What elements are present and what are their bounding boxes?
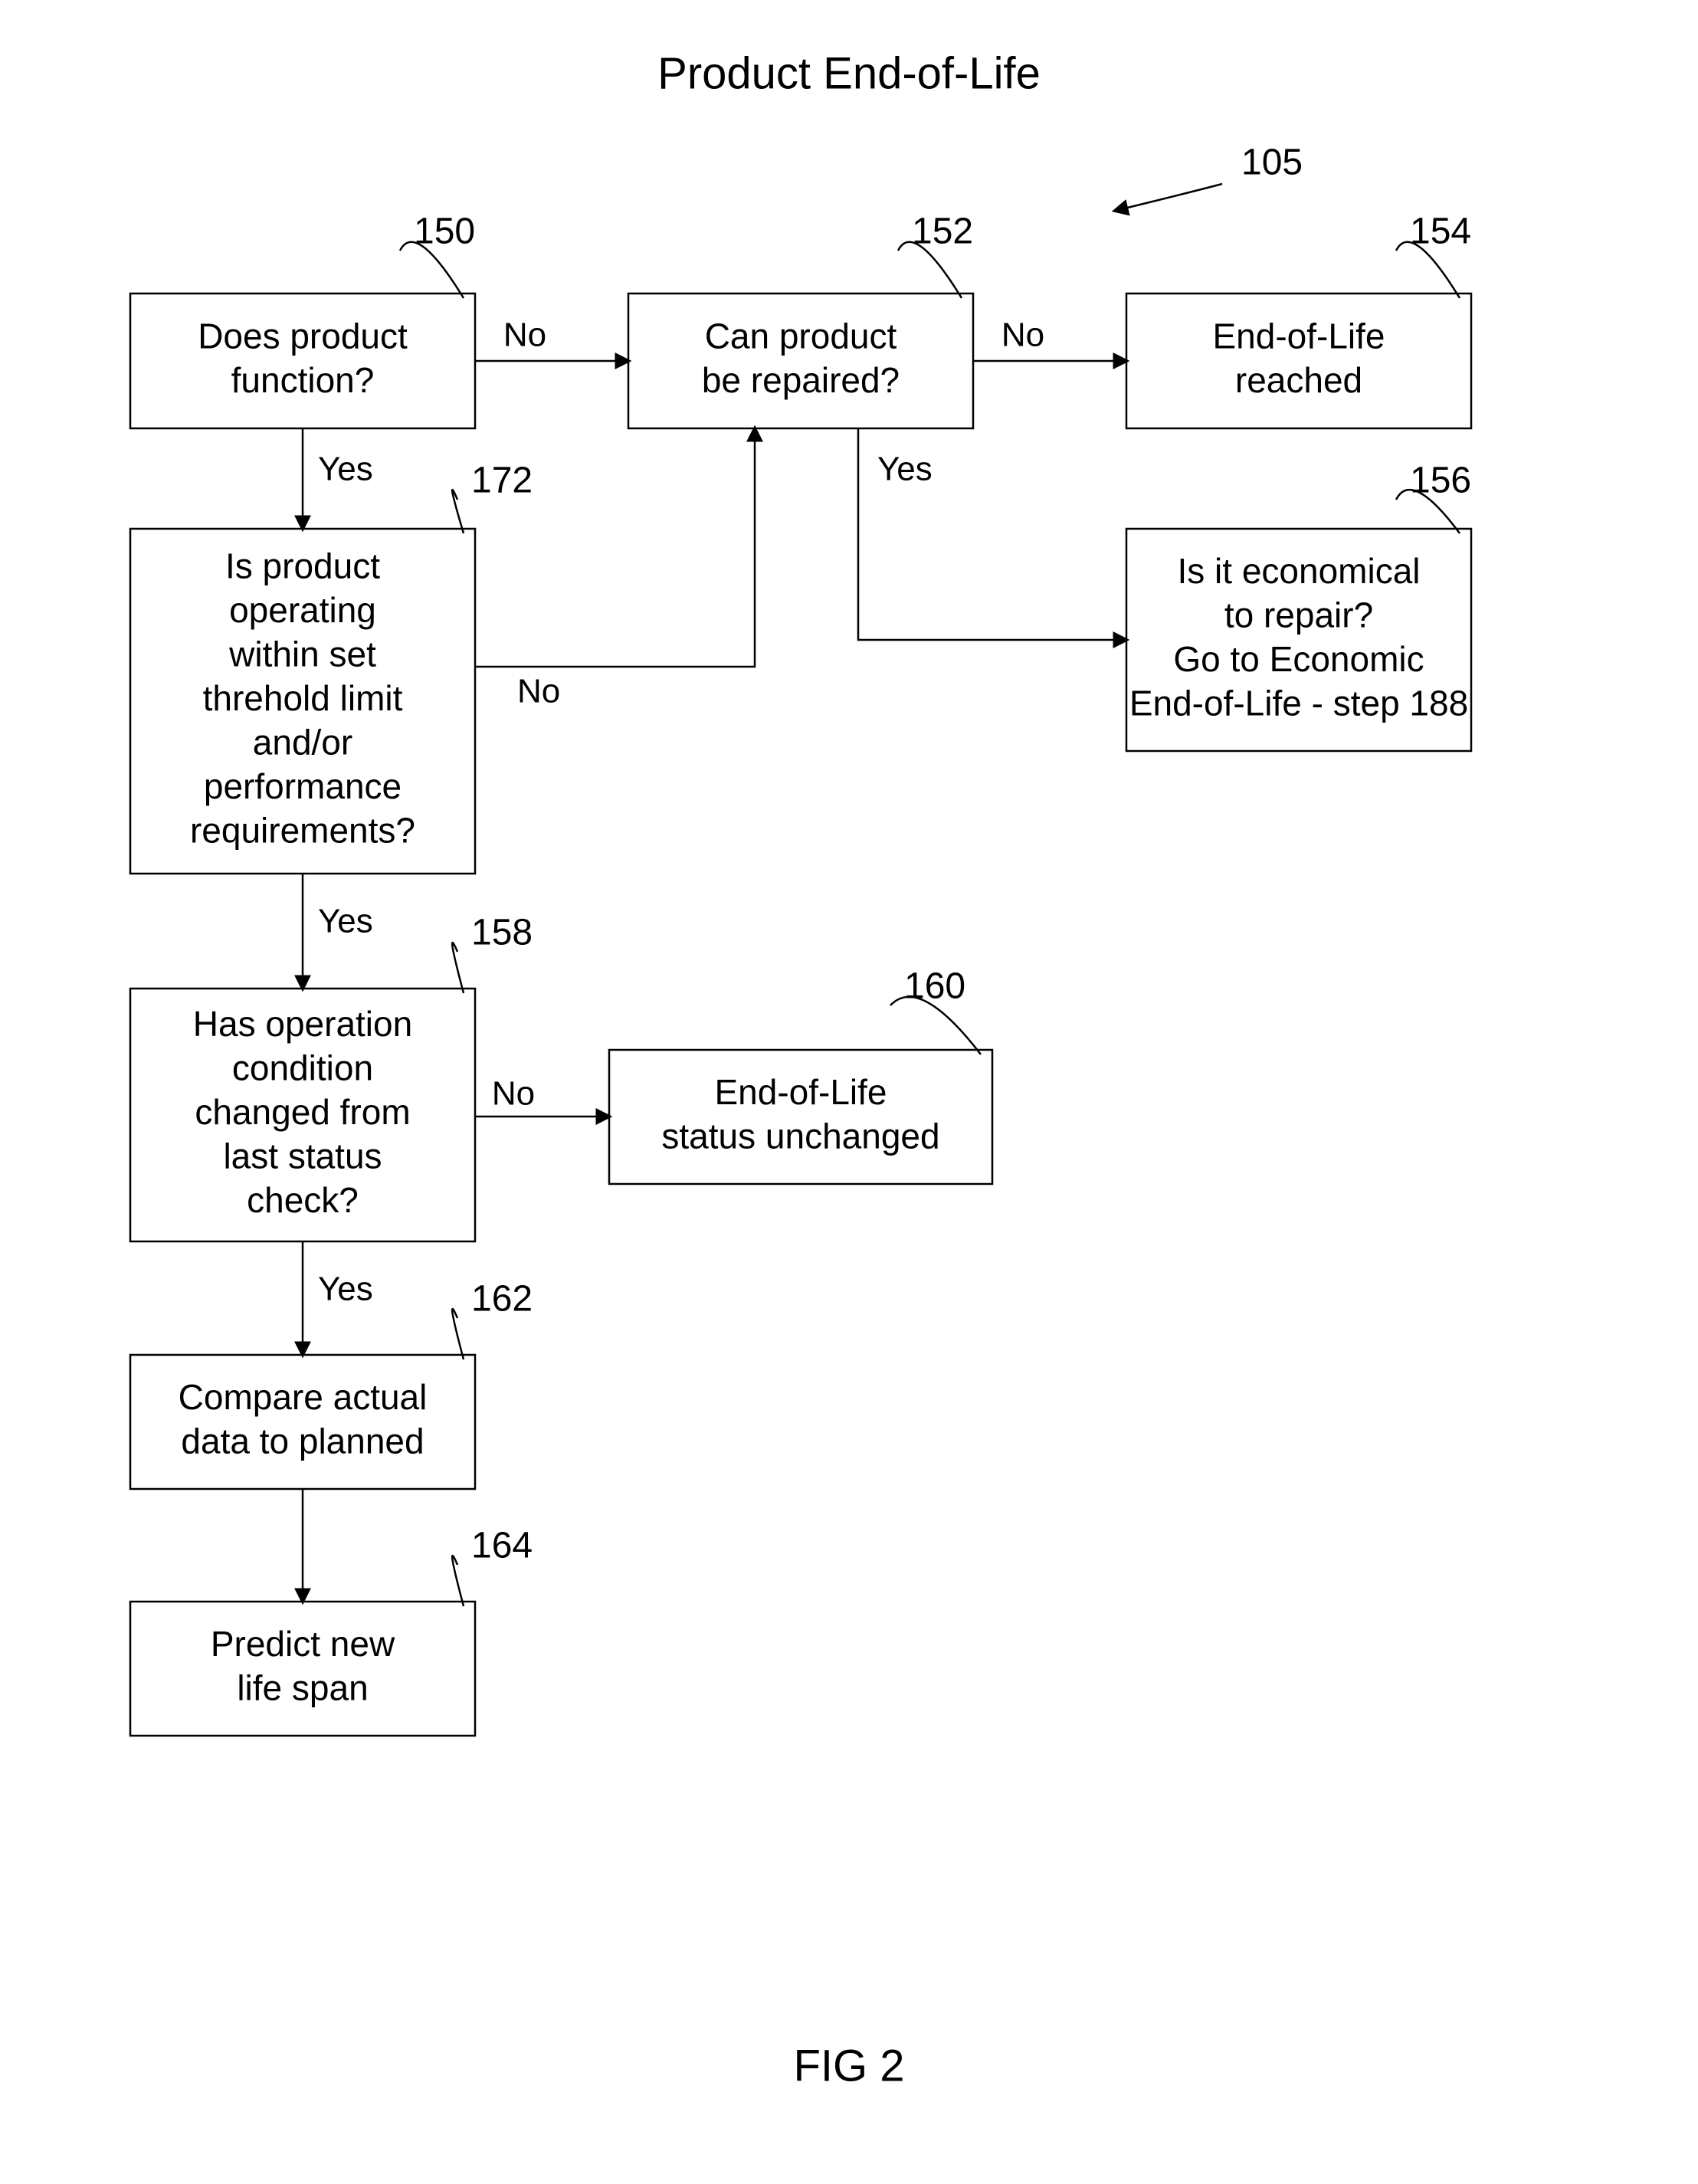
flow-node-text: status unchanged bbox=[661, 1116, 939, 1156]
flow-node-text: Compare actual bbox=[179, 1377, 428, 1417]
figure-label: FIG 2 bbox=[793, 2041, 904, 2091]
flow-node-text: operating bbox=[229, 590, 376, 630]
edge-label: Yes bbox=[318, 903, 373, 940]
flow-node-text: Is product bbox=[225, 546, 380, 586]
flow-node-text: Can product bbox=[705, 316, 897, 356]
callout-label-162: 162 bbox=[471, 1279, 533, 1320]
edge-label: Yes bbox=[877, 451, 933, 488]
edge-label: Yes bbox=[318, 451, 373, 488]
callout-label-154: 154 bbox=[1410, 212, 1471, 252]
edge-label: No bbox=[492, 1075, 535, 1113]
callout-arc-162 bbox=[452, 1309, 464, 1359]
callout-label-150: 150 bbox=[414, 212, 475, 252]
flow-node-text: End-of-Life - step 188 bbox=[1129, 683, 1468, 723]
flow-node-text: Is it economical bbox=[1177, 551, 1420, 591]
flow-node-text: End-of-Life bbox=[714, 1072, 887, 1112]
flow-node-text: life span bbox=[237, 1668, 368, 1707]
callout-label-105: 105 bbox=[1241, 143, 1303, 183]
callout-label-172: 172 bbox=[471, 461, 533, 501]
flow-node-text: Does product bbox=[198, 316, 408, 356]
callout-arc-164 bbox=[452, 1556, 464, 1606]
flow-node-text: function? bbox=[231, 360, 375, 400]
flow-node-text: be repaired? bbox=[702, 360, 900, 400]
edge-label: No bbox=[517, 673, 560, 710]
flow-node-text: Go to Economic bbox=[1173, 639, 1424, 679]
flow-node-text: reached bbox=[1235, 360, 1362, 400]
edge-label: No bbox=[503, 316, 546, 354]
flow-node-text: last status bbox=[223, 1136, 382, 1176]
flow-node-text: End-of-Life bbox=[1212, 316, 1385, 356]
flow-node-text: within set bbox=[228, 635, 376, 674]
callout-arc-172 bbox=[452, 490, 464, 533]
edge-label: No bbox=[1001, 316, 1044, 354]
callout-label-164: 164 bbox=[471, 1526, 533, 1566]
callout-arc-158 bbox=[452, 943, 464, 993]
flow-node-text: changed from bbox=[195, 1092, 410, 1132]
flow-node-text: performance bbox=[204, 766, 402, 806]
callout-label-156: 156 bbox=[1410, 461, 1471, 501]
diagram-title: Product End-of-Life bbox=[657, 48, 1041, 98]
flow-node-text: to repair? bbox=[1224, 595, 1373, 635]
flow-node-text: data to planned bbox=[181, 1421, 424, 1461]
flow-node-text: threhold limit bbox=[203, 678, 403, 718]
flow-node-text: Predict new bbox=[211, 1624, 395, 1664]
callout-arc-105 bbox=[1115, 184, 1222, 211]
callout-label-160: 160 bbox=[904, 966, 965, 1007]
flow-node-text: check? bbox=[247, 1180, 359, 1220]
flow-node-text: condition bbox=[232, 1048, 373, 1088]
flow-node-text: requirements? bbox=[190, 811, 415, 851]
edge-label: Yes bbox=[318, 1271, 373, 1308]
flow-node-text: Has operation bbox=[193, 1004, 412, 1044]
callout-label-152: 152 bbox=[912, 212, 973, 252]
flow-node-text: and/or bbox=[253, 723, 352, 762]
callout-label-158: 158 bbox=[471, 913, 533, 953]
